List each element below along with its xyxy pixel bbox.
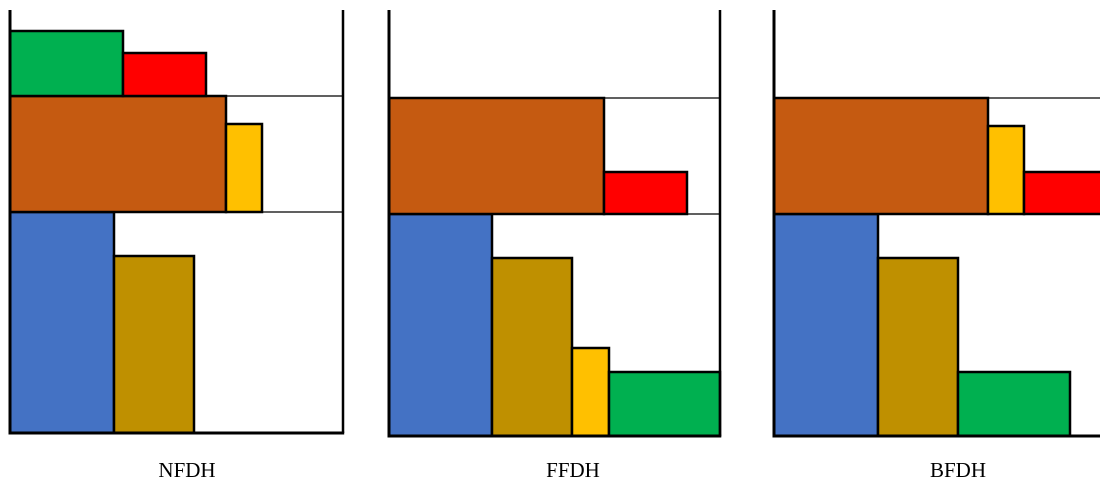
bfdh-label: BFDH [858, 458, 1058, 482]
nfdh-panel [9, 10, 345, 433]
bfdh-green-rect [958, 372, 1070, 436]
ffdh-yellow-rect [572, 348, 609, 436]
ffdh-label: FFDH [473, 458, 673, 482]
nfdh-red-rect [123, 53, 206, 96]
nfdh-yellow-rect [226, 124, 262, 212]
ffdh-olive-rect [492, 258, 572, 436]
bfdh-blue-rect [774, 214, 878, 436]
nfdh-label: NFDH [87, 458, 287, 482]
bfdh-red-rect [1024, 172, 1100, 214]
ffdh-green-rect [609, 372, 720, 436]
ffdh-red-rect [604, 172, 687, 214]
nfdh-green-rect [10, 31, 123, 96]
bfdh-yellow-rect [988, 126, 1024, 214]
nfdh-blue-rect [10, 212, 114, 433]
bfdh-olive-rect [878, 258, 958, 436]
ffdh-blue-rect [389, 214, 492, 436]
ffdh-panel [388, 10, 722, 436]
bfdh-brown-rect [774, 98, 988, 214]
nfdh-brown-rect [10, 96, 226, 212]
nfdh-olive-rect [114, 256, 194, 433]
ffdh-brown-rect [389, 98, 604, 214]
bfdh-panel [773, 10, 1100, 436]
